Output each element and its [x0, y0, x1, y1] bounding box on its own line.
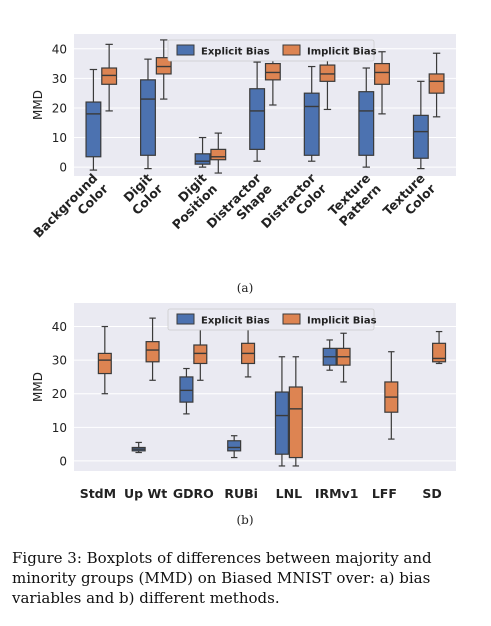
box-implicit — [384, 351, 399, 440]
y-tick-label: 10 — [52, 131, 67, 145]
box-implicit — [101, 43, 118, 112]
legend-label-explicit: Explicit Bias — [201, 47, 270, 58]
legend-swatch-explicit — [176, 313, 195, 325]
box-explicit — [412, 80, 429, 170]
x-tick-label: Up Wt — [124, 486, 167, 501]
box-implicit — [432, 330, 447, 365]
box-body — [155, 57, 172, 75]
box-implicit — [193, 327, 208, 381]
legend-frame — [167, 39, 375, 62]
x-tick-label: StdM — [80, 486, 116, 501]
figure-caption: Figure 3: Boxplots of differences betwee… — [12, 549, 432, 607]
box-implicit — [210, 132, 227, 174]
legend: Explicit Bias Implicit Bias — [167, 308, 377, 331]
box-body — [412, 114, 429, 159]
x-tick-label: TextureColor — [380, 170, 439, 229]
y-tick-label: 10 — [52, 421, 67, 435]
legend: Explicit Bias Implicit Bias — [167, 39, 377, 62]
box-body — [288, 386, 303, 459]
box-body — [374, 62, 390, 85]
box-implicit — [288, 356, 303, 467]
y-tick-label: 40 — [52, 320, 67, 334]
box-explicit — [303, 65, 320, 162]
box-body — [358, 91, 375, 156]
box-body — [274, 391, 289, 455]
box-explicit — [194, 136, 211, 168]
box-implicit — [336, 332, 351, 383]
x-tick-label: RUBi — [224, 486, 258, 501]
y-tick-label: 20 — [52, 101, 67, 115]
box-explicit — [274, 356, 289, 467]
x-tick-label: BackgroundColor — [30, 170, 111, 251]
box-body — [432, 342, 447, 363]
box-implicit — [145, 317, 160, 381]
box-explicit — [322, 339, 337, 371]
box-body — [179, 376, 194, 403]
box-body — [101, 67, 118, 85]
y-axis-label: MMD — [31, 90, 45, 120]
box-explicit — [85, 68, 102, 171]
box-body — [303, 92, 320, 156]
box-body — [428, 73, 445, 94]
box-explicit — [131, 441, 146, 454]
y-tick-label: 40 — [52, 42, 67, 56]
box-body — [145, 341, 160, 363]
panel-a-label: (a) — [237, 281, 254, 295]
legend-swatch-explicit — [176, 44, 195, 56]
y-tick-label: 0 — [59, 161, 67, 175]
y-axis-label: MMD — [31, 372, 45, 402]
box-explicit — [140, 58, 156, 170]
legend-label-implicit: Implicit Bias — [307, 47, 377, 58]
legend-swatch-implicit — [282, 44, 301, 56]
box-body — [194, 153, 211, 165]
box-implicit — [155, 39, 172, 100]
y-tick-label: 20 — [52, 387, 67, 401]
box-body — [140, 79, 156, 156]
x-tick-label: IRMv1 — [315, 486, 359, 501]
y-tick-label: 0 — [59, 454, 67, 468]
x-tick-label: LFF — [372, 486, 397, 501]
y-tick-label: 30 — [52, 354, 67, 368]
box-explicit — [358, 67, 375, 168]
legend-frame — [167, 308, 375, 331]
box-body — [97, 352, 112, 375]
y-tick-label: 30 — [52, 72, 67, 86]
box-explicit — [179, 367, 194, 415]
box-implicit — [428, 52, 445, 118]
x-tick-label: DigitColor — [118, 170, 166, 218]
box-explicit — [227, 435, 242, 459]
box-implicit — [97, 325, 112, 395]
box-body — [227, 440, 242, 452]
legend-label-implicit: Implicit Bias — [307, 316, 377, 327]
legend-label-explicit: Explicit Bias — [201, 316, 270, 327]
x-tick-label: LNL — [276, 486, 302, 501]
box-body — [193, 344, 208, 365]
panel-b-label: (b) — [236, 513, 253, 527]
x-tick-label: DistractorShape — [203, 170, 275, 242]
box-body — [249, 88, 266, 150]
box-body — [319, 64, 336, 82]
box-explicit — [249, 61, 266, 162]
box-implicit — [374, 51, 390, 115]
box-body — [264, 62, 281, 81]
box-body — [85, 101, 102, 158]
box-body — [210, 148, 227, 161]
x-tick-label: TexturePattern — [325, 170, 384, 229]
x-tick-label: GDRO — [173, 486, 214, 501]
x-tick-label: SD — [422, 486, 441, 501]
panel-b-chart: 0 10 20 30 40 MMD StdM Up Wt GDRO RUBi LNL IRMv1 LFF… — [31, 303, 456, 501]
legend-swatch-implicit — [282, 313, 301, 325]
x-tick-label: DistractorColor — [258, 170, 330, 242]
